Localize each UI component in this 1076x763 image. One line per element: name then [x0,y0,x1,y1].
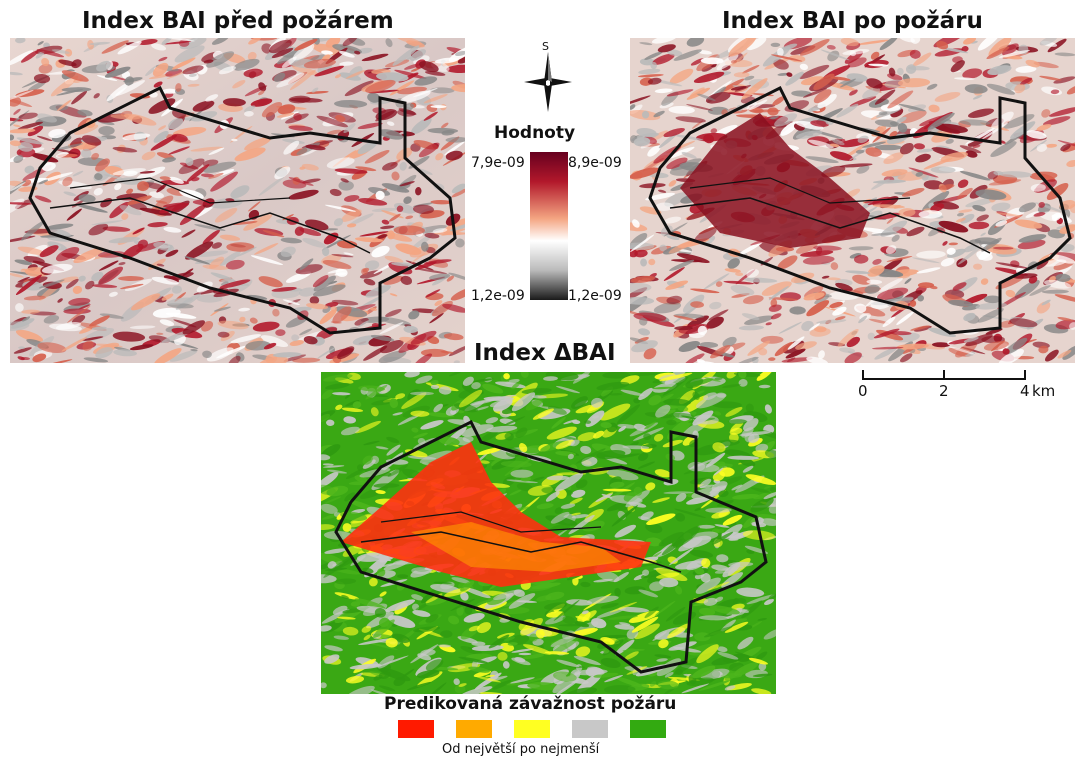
legend-bai-min-left: 1,2e-09 [471,288,525,304]
scale-tick-2: 2 [939,382,949,400]
legend-bai-min-right: 1,2e-09 [568,288,622,304]
legend-severity-title: Predikovaná závažnost požáru [384,694,677,714]
map-title-before: Index BAI před požárem [82,8,394,34]
severity-swatch-4 [572,720,608,738]
map-delta-bai [321,372,776,694]
fire-boundary [28,85,457,335]
fire-boundary [334,419,768,674]
map-title-after: Index BAI po požáru [722,8,983,34]
fire-boundary [648,85,1072,335]
map-title-delta: Index ΔBAI [474,340,616,366]
legend-bai-max-right: 8,9e-09 [568,155,622,171]
map-bai-after [630,38,1075,363]
scale-bar: 0 2 4 km [858,368,1055,408]
severity-swatch-5 [630,720,666,738]
legend-bai-colorbar [530,152,568,300]
severity-swatch-2 [456,720,492,738]
scale-tick-4: 4 [1020,382,1030,400]
map-bai-before [10,38,465,363]
north-arrow-icon: S [520,40,576,112]
legend-bai-max-left: 7,9e-09 [471,155,525,171]
severity-swatch-1 [398,720,434,738]
severity-swatch-3 [514,720,550,738]
compass-label: S [542,40,549,53]
legend-severity-subtitle: Od největší po nejmenší [442,742,600,757]
scale-tick-0: 0 [858,382,868,400]
legend-bai-title: Hodnoty [494,123,576,143]
scale-unit: km [1032,382,1056,400]
